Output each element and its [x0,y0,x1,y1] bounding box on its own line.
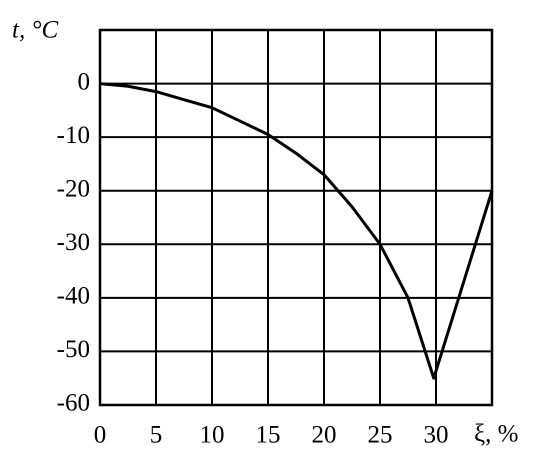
x-tick-label: 15 [256,422,281,449]
x-tick-label: 0 [94,422,107,449]
y-tick-label: 0 [78,68,91,95]
x-tick-label: 30 [424,422,449,449]
y-tick-label: -40 [57,283,90,310]
y-tick-label: -20 [57,175,90,202]
plot-frame [98,28,494,407]
x-axis-label: ξ, % [474,421,518,448]
data-line [99,82,494,380]
y-tick-label: -30 [57,229,90,256]
x-tick-label: 20 [312,422,337,449]
y-tick-label: -10 [57,122,90,149]
x-tick-label: 5 [150,422,163,449]
x-tick-label: 10 [200,422,225,449]
x-tick-label: 25 [368,422,393,449]
y-axis-label: t, °C [12,17,58,44]
y-tick-label: -50 [57,336,90,363]
y-tick-label: -60 [57,390,90,417]
